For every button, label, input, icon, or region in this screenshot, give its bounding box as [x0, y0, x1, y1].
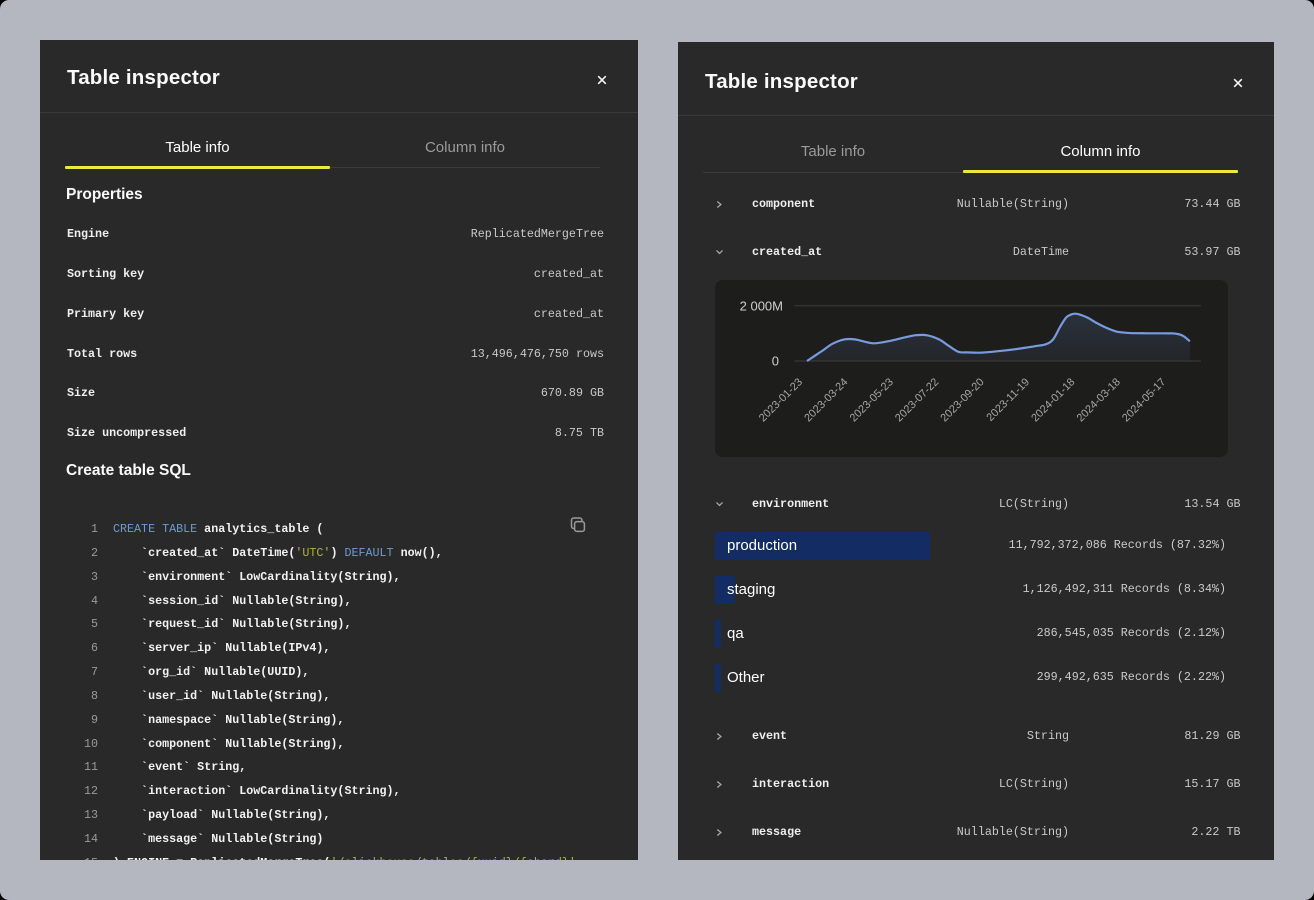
svg-text:2 000M: 2 000M	[740, 299, 783, 314]
svg-text:0: 0	[772, 354, 779, 369]
